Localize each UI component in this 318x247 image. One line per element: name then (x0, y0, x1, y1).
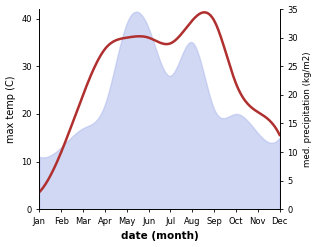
X-axis label: date (month): date (month) (121, 231, 198, 242)
Y-axis label: max temp (C): max temp (C) (5, 75, 16, 143)
Y-axis label: med. precipitation (kg/m2): med. precipitation (kg/m2) (303, 51, 313, 167)
